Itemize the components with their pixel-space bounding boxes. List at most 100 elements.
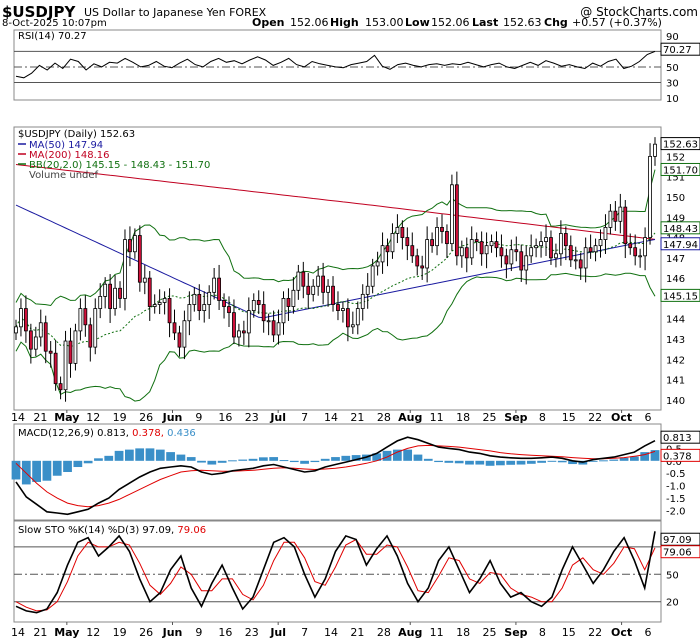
macd-histogram-bar	[557, 460, 567, 463]
macd-last-tag-box	[660, 430, 700, 444]
candle-body	[514, 249, 519, 253]
bb-lower-line	[15, 272, 656, 402]
sto-k-tag: 97.09	[663, 535, 692, 546]
candle-body	[653, 143, 657, 157]
candle-body	[420, 265, 425, 269]
sto-legend-part: Slow STO %K(14) %D(3)	[18, 525, 142, 536]
candle-body	[400, 227, 405, 238]
candle-body	[217, 277, 221, 301]
candle-body	[633, 247, 638, 257]
macd-histogram-bar	[434, 460, 443, 463]
candle-body	[237, 330, 241, 338]
price-tick-label: 149	[666, 213, 685, 224]
candle-body	[232, 312, 236, 338]
candle-body	[618, 206, 623, 222]
macd-histogram-bar	[166, 452, 175, 461]
candle-body	[142, 277, 147, 283]
x-axis-label-bottom: 9	[195, 626, 202, 639]
candle-body	[197, 293, 202, 311]
candle-body	[608, 210, 613, 228]
rsi-last-tag-box	[660, 42, 700, 56]
x-axis-label-bottom: 16	[218, 626, 232, 639]
price-tick-label: 151	[666, 173, 685, 184]
candle-body	[524, 255, 529, 271]
quote-date: 8-Oct-2025 10:07pm	[2, 18, 107, 29]
macd-histogram-bar	[63, 460, 72, 472]
price-tick-label: 147	[666, 254, 685, 265]
sto-d-line	[15, 538, 656, 612]
x-axis-label-mid: 25	[483, 411, 497, 424]
candle-body	[311, 285, 316, 295]
candle-body	[261, 304, 266, 322]
macd-histogram-bar	[94, 458, 103, 461]
macd-line	[15, 436, 656, 516]
macd-histogram-bar	[588, 460, 598, 462]
macd-legend-part: 0.436	[167, 428, 196, 439]
candle-body	[296, 271, 301, 291]
candle-body	[88, 324, 93, 348]
candle-body	[479, 241, 484, 255]
price-tick-label: 152	[666, 152, 685, 163]
open-value: 152.06	[290, 16, 329, 29]
x-axis-label-mid: 21	[33, 411, 47, 424]
low-label: Low	[405, 16, 430, 29]
macd-legend-part: 0.378,	[132, 428, 167, 439]
x-axis-label-mid: Jul	[269, 411, 286, 424]
candle-body	[529, 247, 534, 257]
x-axis-label-mid: Oct	[611, 411, 632, 424]
candle-body	[108, 283, 113, 309]
macd-histogram-bar	[11, 460, 21, 480]
macd-histogram-bar	[300, 460, 309, 464]
price-tick-label: 142	[666, 355, 685, 366]
macd-histogram-bar	[341, 455, 351, 461]
x-axis-label-bottom: Jul	[269, 626, 286, 639]
macd-histogram-bar	[392, 449, 402, 461]
x-axis-label-mid: 8	[539, 411, 546, 424]
x-axis-label-bottom: Aug	[398, 626, 422, 639]
candle-body	[222, 300, 226, 307]
sto-tick-label: 20	[666, 598, 679, 609]
candle-body	[73, 330, 78, 364]
x-axis-label-mid: 14	[324, 411, 338, 424]
macd-histogram-bar	[516, 460, 526, 465]
candle-body	[578, 259, 583, 269]
bb-legend: BB(20,2.0) 145.15 - 148.43 - 151.70	[29, 160, 210, 171]
macd-histogram-bar	[496, 460, 505, 466]
candle-body	[484, 245, 489, 255]
x-axis-label-bottom: 15	[562, 626, 576, 639]
candle-body	[544, 237, 548, 243]
macd-tick-label: -1.0	[666, 482, 686, 493]
x-axis-label-bottom: 19	[113, 626, 127, 639]
rsi-tick-label: 50	[666, 63, 679, 74]
candle-body	[360, 293, 365, 309]
candle-body	[172, 322, 177, 334]
macd-histogram-bar	[114, 450, 124, 461]
macd-histogram-bar	[197, 460, 206, 463]
candle-body	[425, 239, 430, 269]
sto-legend: Slow STO %K(14) %D(3) 97.09, 79.06	[18, 525, 206, 536]
macd-histogram-bar	[537, 460, 547, 463]
candle-body	[281, 298, 286, 324]
macd-histogram-bar	[145, 448, 155, 461]
candle-body	[177, 332, 182, 348]
price-tick-label: 143	[666, 335, 685, 346]
sto-k-line	[15, 531, 656, 614]
candle-body	[103, 283, 108, 297]
candle-body	[128, 239, 132, 253]
x-axis-label-mid: 14	[11, 411, 25, 424]
candle-body	[554, 253, 558, 259]
rsi-panel-frame	[13, 29, 662, 101]
candle-body	[370, 265, 375, 287]
x-axis-label-bottom: 21	[33, 626, 47, 639]
high-label: High	[330, 16, 359, 29]
candle-body	[365, 285, 370, 295]
candle-body	[326, 285, 330, 293]
candle-body	[207, 291, 212, 305]
signal-last-tag-box	[660, 448, 700, 462]
candle-body	[588, 247, 593, 253]
price-tick-label: 141	[666, 376, 685, 387]
last-value: 152.63	[503, 16, 542, 29]
candle-body	[241, 330, 246, 334]
sto-panel-frame	[13, 520, 662, 623]
candle-body	[118, 287, 122, 299]
